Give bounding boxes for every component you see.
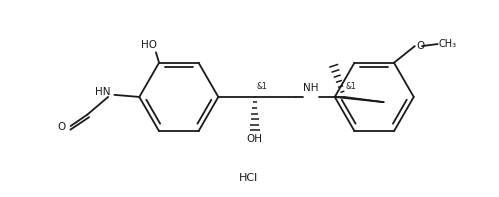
Text: HN: HN [95,87,110,97]
Text: OH: OH [247,134,262,144]
Text: CH₃: CH₃ [439,39,457,49]
Text: O: O [57,122,65,132]
Text: NH: NH [303,83,318,93]
Text: &1: &1 [257,82,267,91]
Text: HO: HO [141,40,157,50]
Text: O: O [417,41,425,51]
Text: HCl: HCl [239,173,258,183]
Text: &1: &1 [345,82,356,91]
